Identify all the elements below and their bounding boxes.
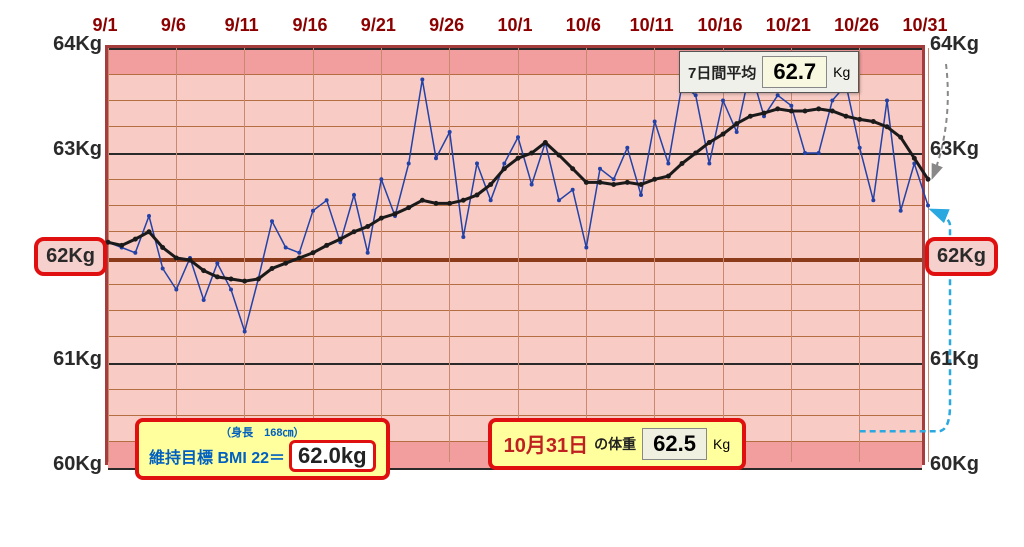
avg-label: 7日間平均: [688, 62, 756, 83]
today-label: の体重: [594, 434, 636, 454]
x-tick-label: 10/1: [497, 15, 532, 36]
x-tick-label: 10/11: [630, 15, 674, 36]
x-tick-label: 10/21: [766, 15, 811, 36]
y-tick-label: 63Kg: [53, 138, 102, 161]
x-tick-label: 9/21: [361, 15, 396, 36]
bmi-target-value: 62.0kg: [289, 440, 376, 472]
y-tick-label: 64Kg: [930, 33, 979, 56]
plot-area: [105, 45, 925, 465]
y-tick-label: 61Kg: [930, 348, 979, 371]
y-tick-label: 60Kg: [930, 453, 979, 476]
today-weight-box: 10月31日 の体重 62.5 Kg: [488, 418, 746, 470]
y-tick-label: 63Kg: [930, 138, 979, 161]
today-date: 10月31日: [504, 429, 589, 458]
today-unit: Kg: [713, 436, 730, 452]
y-62-highlight-right: 62Kg: [925, 237, 998, 276]
x-tick-label: 9/6: [161, 15, 186, 36]
chart-lines: [108, 48, 922, 462]
y-tick-label: 64Kg: [53, 33, 102, 56]
weight-chart: 9/19/69/119/169/219/2610/110/610/1110/16…: [10, 10, 1014, 530]
x-tick-label: 9/16: [292, 15, 327, 36]
height-label: （身長 168㎝）: [149, 424, 376, 440]
avg-unit: Kg: [833, 64, 850, 80]
x-tick-label: 10/6: [566, 15, 601, 36]
x-axis: 9/19/69/119/169/219/2610/110/610/1110/16…: [105, 15, 925, 40]
y-62-highlight-left: 62Kg: [34, 237, 107, 276]
x-tick-label: 9/26: [429, 15, 464, 36]
y-tick-label: 61Kg: [53, 348, 102, 371]
seven-day-avg-callout: 7日間平均 62.7 Kg: [679, 51, 859, 93]
x-tick-label: 9/11: [225, 15, 259, 36]
y-tick-label: 60Kg: [53, 453, 102, 476]
x-tick-label: 10/26: [834, 15, 879, 36]
bmi-label: 維持目標 BMI 22＝: [149, 444, 285, 468]
bmi-target-box: （身長 168㎝） 維持目標 BMI 22＝ 62.0kg: [135, 418, 390, 480]
avg-value: 62.7: [762, 56, 827, 88]
x-tick-label: 10/16: [697, 15, 742, 36]
today-value: 62.5: [642, 428, 707, 460]
